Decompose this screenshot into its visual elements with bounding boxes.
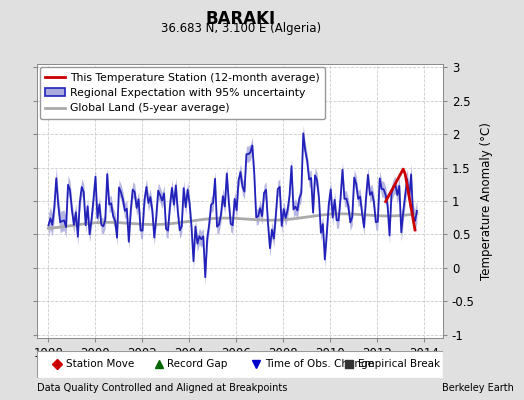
Text: Berkeley Earth: Berkeley Earth	[442, 383, 514, 393]
FancyBboxPatch shape	[37, 351, 443, 378]
Text: Data Quality Controlled and Aligned at Breakpoints: Data Quality Controlled and Aligned at B…	[37, 383, 287, 393]
Text: Station Move: Station Move	[66, 359, 134, 370]
Text: Empirical Break: Empirical Break	[358, 359, 441, 370]
Text: Record Gap: Record Gap	[168, 359, 228, 370]
Text: 36.683 N, 3.100 E (Algeria): 36.683 N, 3.100 E (Algeria)	[161, 22, 321, 35]
Text: BARAKI: BARAKI	[206, 10, 276, 28]
Y-axis label: Temperature Anomaly (°C): Temperature Anomaly (°C)	[480, 122, 493, 280]
Text: Time of Obs. Change: Time of Obs. Change	[265, 359, 374, 370]
Legend: This Temperature Station (12-month average), Regional Expectation with 95% uncer: This Temperature Station (12-month avera…	[40, 67, 325, 119]
